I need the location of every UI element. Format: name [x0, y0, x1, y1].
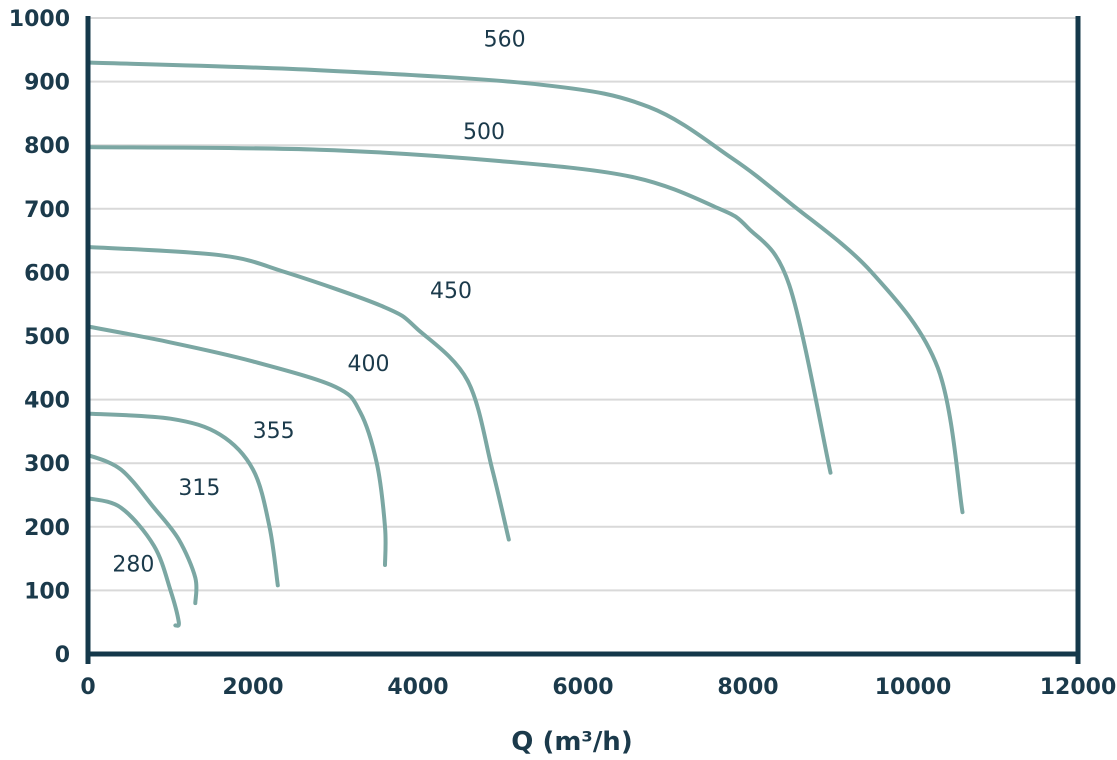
y-tick-label: 0: [55, 643, 70, 668]
curve-355: [86, 411, 280, 588]
curve-label-280: 280: [112, 552, 154, 577]
curve-label-500: 500: [463, 120, 505, 145]
x-tick-label: 8000: [717, 675, 778, 700]
y-tick-label: 700: [24, 198, 70, 223]
x-tick-label: 4000: [387, 675, 448, 700]
y-tick-label: 200: [24, 516, 70, 541]
curve-label-315: 315: [178, 476, 220, 501]
curve-500: [86, 145, 833, 475]
curve-315: [86, 452, 199, 606]
curve-label-355: 355: [253, 419, 295, 444]
y-tick-label: 400: [24, 389, 70, 414]
y-tick-label: 300: [24, 452, 70, 477]
x-tick-labels: 0 2000 4000 6000 8000 10000 12000: [80, 675, 1116, 700]
x-tick-label: 2000: [222, 675, 283, 700]
curve-series: [86, 60, 965, 628]
curve-450: [86, 245, 511, 542]
axes: [85, 16, 1081, 664]
curve-labels: 280 315 355 400 450 500 560: [112, 28, 525, 578]
curve-560: [86, 60, 965, 515]
curve-280: [86, 496, 181, 628]
x-axis-title: Q (m³/h): [511, 727, 632, 757]
y-tick-labels: 0 100 200 300 400 500 600 700 800 900 1000: [9, 7, 70, 668]
y-tick-label: 1000: [9, 7, 70, 32]
curve-label-450: 450: [430, 279, 472, 304]
x-tick-label: 6000: [552, 675, 613, 700]
y-tick-label: 100: [24, 579, 70, 604]
x-tick-label: 12000: [1040, 675, 1117, 700]
y-tick-label: 600: [24, 261, 70, 286]
curve-label-560: 560: [484, 28, 526, 53]
y-tick-label: 900: [24, 71, 70, 96]
x-tick-label: 10000: [875, 675, 952, 700]
curve-label-400: 400: [348, 352, 390, 377]
y-tick-label: 800: [24, 134, 70, 159]
y-tick-label: 500: [24, 325, 70, 350]
curve-400: [86, 324, 388, 567]
grid-lines: [88, 17, 1078, 592]
x-tick-label: 0: [80, 675, 95, 700]
